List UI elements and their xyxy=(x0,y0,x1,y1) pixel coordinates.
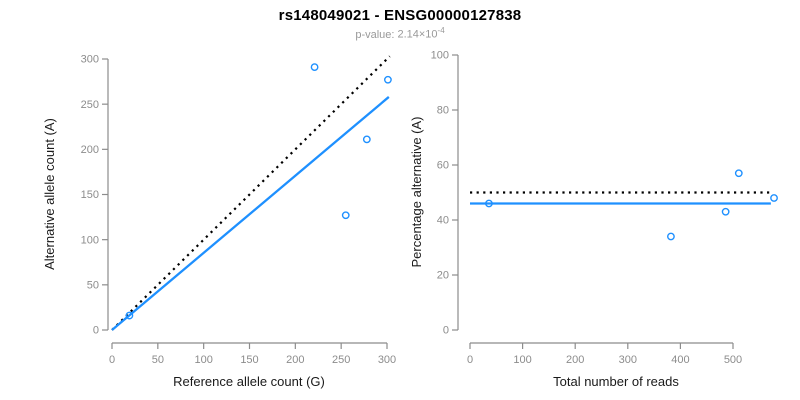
x-tick-label: 150 xyxy=(240,354,258,366)
y-tick-label: 0 xyxy=(443,325,449,337)
x-tick-label: 50 xyxy=(152,354,164,366)
y-tick-label: 0 xyxy=(93,325,99,337)
data-point xyxy=(362,135,371,144)
y-tick-label: 150 xyxy=(81,189,99,201)
y-tick-label: 80 xyxy=(437,105,449,117)
data-point xyxy=(341,211,350,220)
data-point xyxy=(721,207,730,216)
y-tick-label: 100 xyxy=(81,234,99,246)
pvalue-exponent: -4 xyxy=(437,26,445,35)
x-tick-label: 100 xyxy=(513,354,531,366)
x-tick-label: 250 xyxy=(332,354,350,366)
y-tick-label: 100 xyxy=(431,50,449,62)
x-axis-title: Total number of reads xyxy=(553,374,679,389)
y-tick-label: 300 xyxy=(81,54,99,66)
pvalue-label: p-value: xyxy=(355,28,395,41)
x-tick-label: 200 xyxy=(286,354,304,366)
identity-line xyxy=(111,55,391,331)
y-axis-title: Alternative allele count (A) xyxy=(42,118,57,270)
figure-title: rs148049021 - ENSG00000127838 xyxy=(278,7,522,24)
x-tick-label: 300 xyxy=(378,354,396,366)
data-point xyxy=(384,75,392,84)
x-tick-label: 100 xyxy=(194,354,212,366)
pvalue-value: 2.14×10 xyxy=(397,28,438,41)
data-point xyxy=(734,169,743,178)
data-point xyxy=(485,199,493,208)
x-tick-label: 400 xyxy=(671,354,689,366)
x-axis-title: Reference allele count (G) xyxy=(173,374,325,389)
x-tick-label: 0 xyxy=(109,354,115,366)
x-tick-label: 300 xyxy=(619,354,637,366)
x-tick-label: 200 xyxy=(566,354,584,366)
data-point xyxy=(125,311,134,320)
x-tick-label: 500 xyxy=(724,354,742,366)
y-tick-label: 50 xyxy=(87,280,99,292)
x-tick-label: 0 xyxy=(467,354,473,366)
y-tick-label: 250 xyxy=(81,99,99,111)
y-axis-title: Percentage alternative (A) xyxy=(409,116,424,267)
y-tick-label: 40 xyxy=(437,215,449,227)
y-tick-label: 60 xyxy=(437,160,449,172)
regression-line xyxy=(111,96,390,331)
figure-subtitle: p-value: 2.14×10-4 xyxy=(0,26,800,41)
data-point xyxy=(770,194,778,202)
y-tick-label: 20 xyxy=(437,270,449,282)
data-point xyxy=(667,232,675,241)
y-tick-label: 200 xyxy=(81,144,99,156)
data-point xyxy=(310,63,319,72)
